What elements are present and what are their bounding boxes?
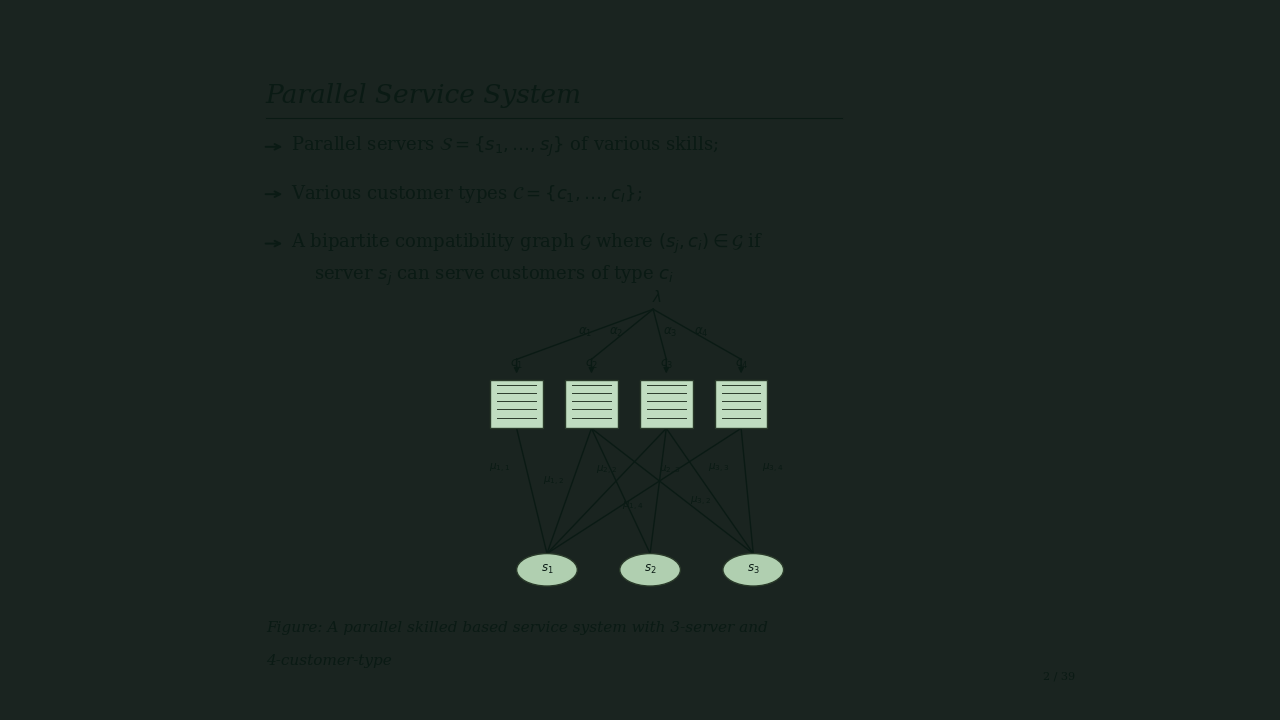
Text: $\mu_{3,4}$: $\mu_{3,4}$ xyxy=(762,462,783,475)
Text: Parallel Service System: Parallel Service System xyxy=(266,83,582,107)
Text: $\mu_{2,2}$: $\mu_{2,2}$ xyxy=(595,464,617,477)
Text: $\alpha_1$: $\alpha_1$ xyxy=(577,325,591,338)
Text: $c_4$: $c_4$ xyxy=(735,358,748,372)
Text: $s_3$: $s_3$ xyxy=(748,563,759,576)
FancyBboxPatch shape xyxy=(640,379,692,428)
Text: $c_1$: $c_1$ xyxy=(511,358,524,372)
Text: $s_1$: $s_1$ xyxy=(540,563,553,576)
Ellipse shape xyxy=(723,554,783,586)
Text: Figure: A parallel skilled based service system with 3-server and: Figure: A parallel skilled based service… xyxy=(266,621,768,634)
Ellipse shape xyxy=(517,554,577,586)
Text: $\mu_{1,2}$: $\mu_{1,2}$ xyxy=(543,474,563,488)
FancyBboxPatch shape xyxy=(714,379,768,428)
Text: $c_2$: $c_2$ xyxy=(585,358,598,372)
Text: $\mu_{1,4}$: $\mu_{1,4}$ xyxy=(622,500,644,513)
Text: 2 / 39: 2 / 39 xyxy=(1043,672,1075,681)
Text: $\alpha_3$: $\alpha_3$ xyxy=(663,325,677,338)
Text: $s_2$: $s_2$ xyxy=(644,563,657,576)
FancyBboxPatch shape xyxy=(566,379,618,428)
Text: $\lambda$: $\lambda$ xyxy=(652,289,662,305)
Text: A bipartite compatibility graph $\mathcal{G}$ where $(s_j, c_i) \in \mathcal{G}$: A bipartite compatibility graph $\mathca… xyxy=(291,232,763,256)
FancyBboxPatch shape xyxy=(490,379,543,428)
Text: $\mu_{1,1}$: $\mu_{1,1}$ xyxy=(489,462,511,475)
Text: $\mu_{2,3}$: $\mu_{2,3}$ xyxy=(659,464,680,477)
Text: $\mu_{3,3}$: $\mu_{3,3}$ xyxy=(708,462,730,475)
Text: Parallel servers $\mathcal{S} = \{s_1,\ldots,s_J\}$ of various skills;: Parallel servers $\mathcal{S} = \{s_1,\l… xyxy=(291,135,718,159)
Text: Various customer types $\mathcal{C} = \{c_1,\ldots,c_I\}$;: Various customer types $\mathcal{C} = \{… xyxy=(291,183,643,205)
Text: $\alpha_2$: $\alpha_2$ xyxy=(609,325,623,338)
Text: 4-customer-type: 4-customer-type xyxy=(266,654,392,668)
Text: server $s_j$ can serve customers of type $c_i$: server $s_j$ can serve customers of type… xyxy=(315,264,675,287)
Ellipse shape xyxy=(620,554,681,586)
Text: $\mu_{3,2}$: $\mu_{3,2}$ xyxy=(690,495,710,508)
Text: $c_3$: $c_3$ xyxy=(659,358,673,372)
Text: $\alpha_4$: $\alpha_4$ xyxy=(694,325,708,338)
